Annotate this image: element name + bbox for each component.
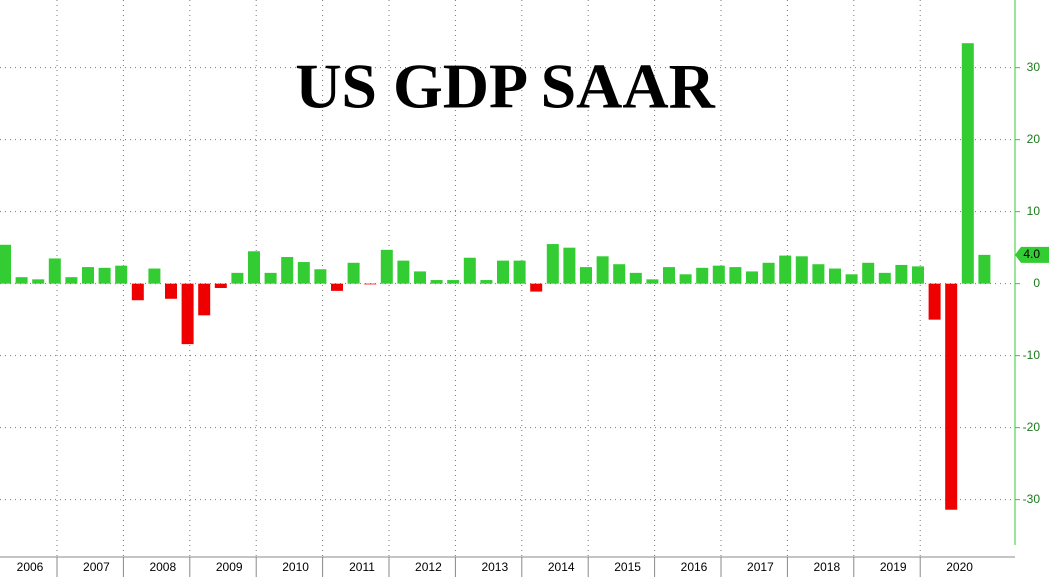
bar: [198, 283, 211, 316]
bar: [961, 43, 974, 284]
year-label: 2007: [83, 560, 110, 574]
bar: [347, 262, 360, 284]
bar: [912, 266, 924, 284]
bar: [214, 283, 227, 288]
bar: [729, 267, 742, 284]
bar: [181, 283, 194, 345]
bar: [297, 262, 310, 284]
bar: [463, 257, 476, 284]
bar: [513, 260, 526, 284]
bar: [563, 247, 576, 284]
y-tick-label: 10: [1027, 204, 1041, 218]
year-label: 2017: [747, 560, 774, 574]
bar: [862, 262, 875, 284]
bar: [281, 257, 294, 284]
bar: [779, 255, 792, 284]
bar: [248, 251, 260, 284]
bar: [746, 271, 758, 284]
year-label: 2018: [813, 560, 840, 574]
bar: [646, 279, 659, 284]
year-label: 2011: [349, 560, 375, 574]
year-label: 2019: [880, 560, 907, 574]
bar: [696, 267, 709, 284]
bar: [15, 277, 28, 284]
year-label: 2013: [481, 560, 508, 574]
bar: [480, 280, 493, 284]
bar: [314, 269, 327, 284]
bar: [148, 268, 161, 284]
bar: [447, 280, 460, 284]
y-tick-label: -30: [1023, 492, 1041, 506]
bar: [231, 272, 244, 284]
y-tick-label: 20: [1027, 132, 1041, 146]
bar: [712, 265, 725, 284]
year-label: 2015: [614, 560, 641, 574]
bar: [380, 249, 393, 284]
bar: [0, 244, 11, 284]
bar: [812, 264, 825, 284]
y-tick-label: 30: [1027, 60, 1041, 74]
bar: [895, 264, 908, 284]
bar: [32, 279, 45, 284]
year-label: 2010: [282, 560, 309, 574]
bar: [845, 274, 858, 284]
y-tick-label: -10: [1023, 348, 1041, 362]
bar: [613, 264, 626, 284]
bar: [364, 283, 377, 285]
bar: [497, 260, 509, 284]
bar: [596, 256, 609, 284]
bar: [98, 267, 111, 284]
bar: [679, 274, 692, 284]
year-label: 2020: [946, 560, 973, 574]
bar: [82, 267, 94, 284]
year-label: 2012: [415, 560, 442, 574]
last-value-label: 4.0: [1023, 247, 1040, 261]
last-value-tag: [1015, 246, 1049, 263]
bar: [165, 283, 177, 299]
bar: [762, 262, 775, 284]
bar: [928, 283, 941, 320]
bar: [48, 258, 61, 284]
bar: [414, 271, 426, 284]
bar: [546, 244, 559, 284]
bar: [430, 280, 443, 284]
bar: [115, 265, 128, 284]
bar: [663, 267, 675, 284]
bar: [629, 272, 642, 284]
bar: [397, 260, 410, 284]
bar: [795, 256, 808, 284]
bar: [978, 254, 991, 284]
year-label: 2014: [548, 560, 575, 574]
bar: [530, 283, 543, 292]
bar: [580, 267, 592, 284]
bar: [264, 272, 277, 284]
bar: [878, 272, 891, 284]
bar: [331, 283, 343, 291]
year-label: 2016: [681, 560, 708, 574]
y-tick-label: -20: [1023, 420, 1041, 434]
bar: [131, 283, 144, 301]
year-label: 2009: [216, 560, 243, 574]
y-tick-label: 0: [1033, 276, 1040, 290]
bar: [829, 268, 841, 284]
bar: [945, 283, 958, 510]
bar: [65, 277, 78, 284]
year-label: 2008: [149, 560, 176, 574]
year-label: 2006: [17, 560, 44, 574]
chart-title: US GDP SAAR: [295, 51, 715, 122]
